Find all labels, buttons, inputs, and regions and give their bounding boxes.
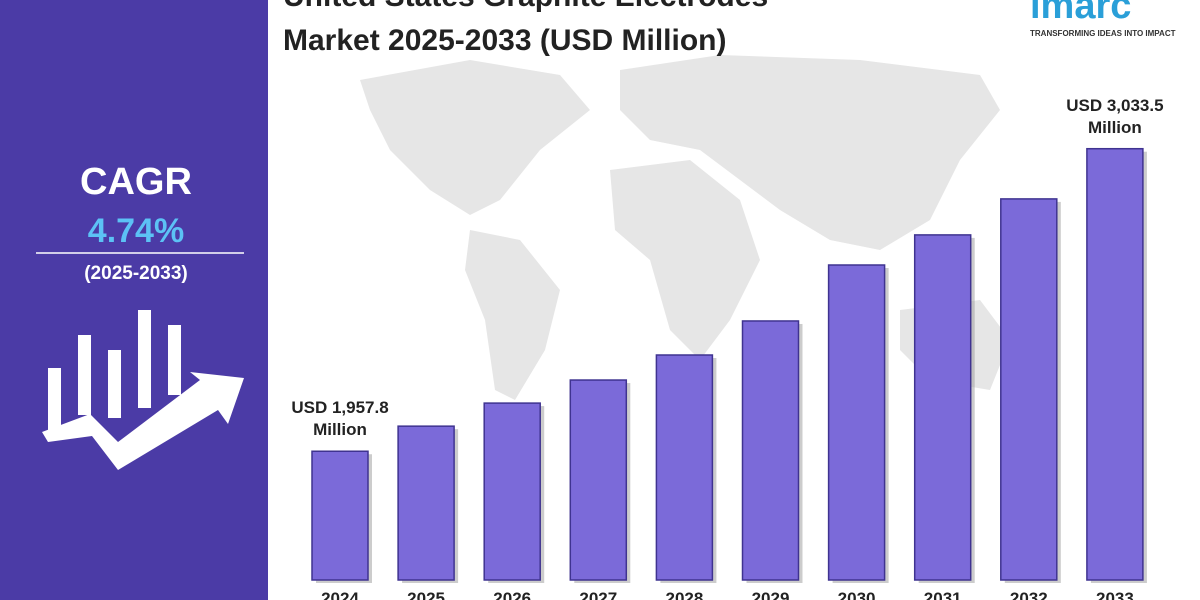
cagr-value: 4.74% xyxy=(88,212,184,250)
value-label: USD 1,957.8 Million xyxy=(291,398,389,440)
chart-title-line: United States Graphite Electrodes xyxy=(283,0,768,13)
cagr-label: CAGR xyxy=(80,161,192,203)
bar xyxy=(569,379,628,581)
value-label: USD 3,033.5 Million xyxy=(1066,95,1164,137)
bar xyxy=(741,320,800,581)
growth-icon xyxy=(42,310,244,470)
x-tick-label: 2027 xyxy=(579,589,617,600)
bar xyxy=(483,402,541,581)
chart-title-line: Market 2025-2033 (USD Million) xyxy=(283,24,726,57)
bar xyxy=(655,354,714,581)
x-tick-label: 2030 xyxy=(838,589,876,600)
x-tick-label: 2032 xyxy=(1010,589,1048,600)
x-tick-label: 2031 xyxy=(924,589,962,600)
logo-name: imarc xyxy=(1030,0,1131,27)
bar xyxy=(311,450,369,581)
bar xyxy=(827,264,886,581)
cagr-period: (2025-2033) xyxy=(84,263,188,284)
bar xyxy=(397,425,455,581)
bar xyxy=(1086,147,1144,581)
sidebar-panel xyxy=(0,0,268,600)
x-tick-label: 2024 xyxy=(321,589,359,600)
bar xyxy=(913,234,972,581)
x-tick-label: 2025 xyxy=(407,589,445,600)
x-tick-label: 2028 xyxy=(665,589,703,600)
bar xyxy=(1000,198,1058,581)
x-tick-label: 2026 xyxy=(493,589,531,600)
x-tick-label: 2033 xyxy=(1096,589,1134,600)
logo-tagline: TRANSFORMING IDEAS INTO IMPACT xyxy=(1030,29,1176,38)
x-tick-label: 2029 xyxy=(752,589,790,600)
world-map xyxy=(360,55,1010,400)
